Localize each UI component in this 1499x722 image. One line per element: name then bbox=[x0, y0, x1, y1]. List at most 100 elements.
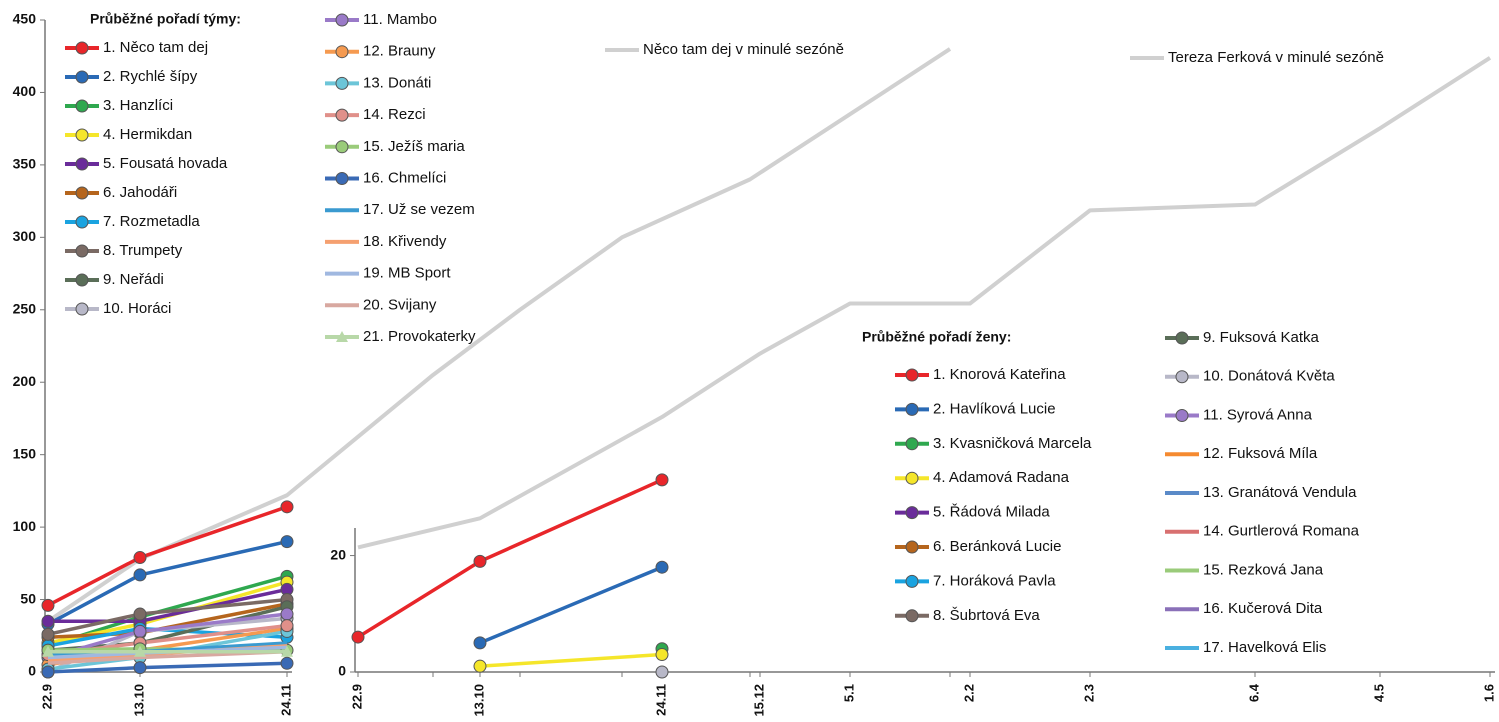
point bbox=[655, 665, 669, 679]
legend-marker bbox=[1175, 331, 1189, 345]
legend-label: 9. Neřádi bbox=[103, 271, 164, 288]
series-line bbox=[47, 505, 288, 607]
x-tick-label: 22.9 bbox=[349, 684, 364, 709]
x-tick-label: 15.12 bbox=[751, 684, 766, 717]
point bbox=[42, 645, 54, 657]
legend-marker bbox=[75, 99, 89, 113]
legend-label: 18. Křivendy bbox=[363, 233, 447, 250]
legend-marker bbox=[335, 45, 349, 59]
legend-marker bbox=[335, 76, 349, 90]
legend-marker bbox=[905, 368, 919, 382]
legend-label: 8. Šubrtová Eva bbox=[933, 607, 1040, 624]
legend-label: 6. Jahodáři bbox=[103, 184, 177, 201]
x-tick-label: 6.4 bbox=[1246, 683, 1261, 702]
x-tick-label: 2.2 bbox=[961, 684, 976, 702]
legend-label: 13. Granátová Vendula bbox=[1203, 484, 1357, 501]
legend-label: 9. Fuksová Katka bbox=[1203, 329, 1320, 346]
legend-marker bbox=[75, 70, 89, 84]
legend-marker bbox=[905, 437, 919, 451]
legend-marker bbox=[75, 186, 89, 200]
y-tick-label: 20 bbox=[330, 546, 346, 562]
legend-label: 10. Horáci bbox=[103, 300, 171, 317]
point bbox=[280, 535, 294, 549]
legend-label: 2. Rychlé šípy bbox=[103, 68, 198, 85]
legend-marker bbox=[335, 140, 349, 154]
legend-label: 6. Beránková Lucie bbox=[933, 538, 1061, 555]
point bbox=[280, 607, 294, 621]
legend-label: 3. Hanzlíci bbox=[103, 97, 173, 114]
legend-label: 15. Ježíš maria bbox=[363, 138, 465, 155]
legend-marker bbox=[905, 506, 919, 520]
data bbox=[41, 473, 669, 679]
point bbox=[280, 619, 294, 633]
point bbox=[655, 648, 669, 662]
legend-label: 16. Chmelíci bbox=[363, 169, 446, 186]
series-line bbox=[479, 652, 663, 668]
legend-marker bbox=[75, 157, 89, 171]
point bbox=[41, 598, 55, 612]
legend-marker bbox=[75, 215, 89, 229]
point bbox=[133, 551, 147, 565]
legend-label: 20. Svijany bbox=[363, 296, 437, 313]
y-tick-label: 450 bbox=[13, 11, 37, 27]
y-tick-label: 200 bbox=[13, 373, 37, 389]
y-tick-label: 0 bbox=[338, 663, 346, 679]
legend-marker bbox=[905, 540, 919, 554]
y-tick-label: 100 bbox=[13, 518, 37, 534]
legend-label: 11. Syrová Anna bbox=[1203, 406, 1313, 423]
point bbox=[133, 661, 147, 675]
point bbox=[280, 500, 294, 514]
point bbox=[133, 607, 147, 621]
legend-marker bbox=[336, 331, 348, 342]
legend-label: 5. Řádová Milada bbox=[933, 504, 1050, 521]
x-tick-label: 24.11 bbox=[653, 684, 668, 716]
legend-label: 14. Rezci bbox=[363, 106, 426, 123]
legend-marker bbox=[905, 402, 919, 416]
legends: Průběžné pořadí týmy: 1. Něco tam dej 2. R… bbox=[65, 11, 1384, 656]
point bbox=[473, 554, 487, 568]
legend-label: 19. MB Sport bbox=[363, 265, 451, 282]
legend-label: 11. Mambo bbox=[363, 11, 437, 28]
legend-label: 16. Kučerová Dita bbox=[1203, 600, 1323, 617]
x-tick-label: 13.10 bbox=[131, 684, 146, 717]
legend-title: Průběžné pořadí ženy: bbox=[862, 329, 1011, 345]
legend-marker bbox=[905, 471, 919, 485]
point bbox=[41, 627, 55, 641]
legend-label: 8. Trumpety bbox=[103, 242, 183, 259]
gray-lines bbox=[46, 47, 1492, 623]
point bbox=[281, 645, 293, 657]
legend-label: 21. Provokaterky bbox=[363, 328, 476, 345]
series-line bbox=[46, 47, 952, 623]
legend-label: 12. Fuksová Míla bbox=[1203, 445, 1318, 462]
x-tick-label: 4.5 bbox=[1371, 684, 1386, 702]
legend-marker bbox=[75, 273, 89, 287]
legend-marker bbox=[335, 108, 349, 122]
y-tick-label: 300 bbox=[13, 228, 37, 244]
legend-label: Tereza Ferková v minulé sezóně bbox=[1168, 49, 1384, 66]
x-tick-label: 24.11 bbox=[278, 684, 293, 716]
legend-label: 1. Něco tam dej bbox=[103, 39, 208, 56]
series-line bbox=[479, 565, 663, 645]
point bbox=[134, 645, 146, 657]
point bbox=[351, 630, 365, 644]
legend-marker bbox=[905, 574, 919, 588]
legend-label: 13. Donáti bbox=[363, 74, 431, 91]
legend-marker bbox=[75, 244, 89, 258]
legend-label: 7. Horáková Pavla bbox=[933, 572, 1056, 589]
legend-label: 5. Fousatá hovada bbox=[103, 155, 228, 172]
y-tick-label: 400 bbox=[13, 83, 37, 99]
point bbox=[133, 624, 147, 638]
point bbox=[133, 568, 147, 582]
legend-marker bbox=[1175, 370, 1189, 384]
point bbox=[473, 636, 487, 650]
legend-label: 17. Už se vezem bbox=[363, 201, 475, 218]
x-tick-label: 5.1 bbox=[841, 684, 856, 702]
legend-marker bbox=[1175, 409, 1189, 422]
y-tick-label: 250 bbox=[13, 300, 37, 316]
point bbox=[280, 656, 294, 670]
point bbox=[655, 560, 669, 574]
y-tick-label: 0 bbox=[28, 663, 36, 679]
series-line bbox=[357, 56, 1492, 550]
legend-marker bbox=[905, 609, 919, 623]
